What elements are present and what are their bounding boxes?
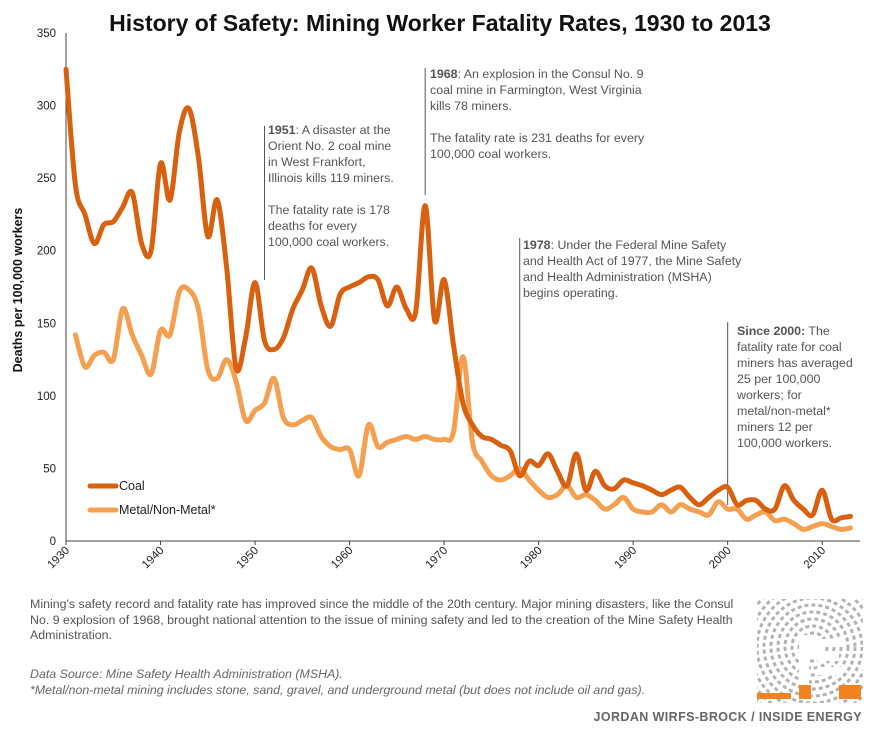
annotation-line-text: metal/non-metal* — [737, 404, 831, 418]
chart-plot: 0 50 100 150 200 250 300 350 1930 1940 1950 1960 197… — [11, 28, 860, 572]
annotation-line-text: kills 78 miners. — [430, 99, 512, 113]
logo-bar — [817, 667, 843, 675]
y-tick-label: 200 — [37, 246, 56, 258]
annotations: 1951: A disaster at the Orient No. 2 coal… — [264, 67, 853, 505]
data-source-text: Data Source: Mine Safety Health Administ… — [30, 667, 343, 681]
inside-energy-logo-icon — [757, 599, 863, 703]
series-lines — [63, 66, 853, 532]
x-tick-label: 1990 — [613, 545, 640, 572]
annotation-text: 1968: An explosion in the Consul No. 9 co… — [430, 67, 645, 161]
annotation-line-text: 100,000 coal workers. — [268, 235, 389, 249]
y-tick-label: 150 — [37, 318, 56, 330]
annotation-line-text: 1951: A disaster at the — [268, 123, 391, 137]
y-tick-label: 300 — [37, 101, 56, 113]
x-tick-label: 1940 — [140, 545, 167, 572]
annotation-line-text: Illinois kills 119 miners. — [268, 171, 394, 185]
logo-orange-block — [799, 685, 811, 699]
logo-bar — [817, 639, 843, 647]
annotation-line-text: fatality rate for coal — [737, 340, 842, 354]
x-tick-label: 1970 — [424, 545, 451, 572]
annotation-line-text: and Health Administration (MSHA) — [523, 270, 712, 284]
y-tick-label: 0 — [50, 536, 56, 548]
caption-text: Mining's safety record and fatality rate… — [30, 597, 734, 642]
annotation-line-text: 25 per 100,000 — [737, 372, 820, 386]
annotation-line-text: The fatality rate is 178 — [268, 203, 390, 217]
annotation-line-text: 1978: Under the Federal Mine Safety — [523, 238, 727, 252]
annotation-line-text: 100,000 coal workers. — [430, 147, 551, 161]
annotation-line-text: miners 12 per — [737, 420, 813, 434]
annotation-line-text: workers; for — [736, 388, 802, 402]
logo-bar — [817, 653, 839, 661]
annotation-line-text: in West Frankfort, — [268, 155, 366, 169]
annotation-line-text: and Health Act of 1977, the Mine Safety — [523, 254, 742, 268]
annotation-text: 1951: A disaster at the Orient No. 2 coal… — [268, 123, 394, 249]
y-tick-label: 350 — [37, 28, 56, 40]
metal-series-line — [73, 284, 853, 532]
annotation-line-text: 1968: An explosion in the Consul No. 9 — [430, 67, 644, 81]
chart-title: History of Safety: Mining Worker Fatalit… — [109, 10, 771, 36]
annotation-line-text: deaths for every — [268, 219, 358, 233]
x-tick-label: 1980 — [518, 545, 545, 572]
x-tick-label: 2000 — [707, 545, 734, 572]
legend-label: Coal — [119, 479, 145, 493]
logo-ring — [762, 599, 863, 698]
legend-label: Metal/Non-Metal* — [119, 503, 216, 517]
annotation-text: 1978: Under the Federal Mine Safety and H… — [523, 238, 742, 300]
x-tick-label: 1960 — [329, 545, 356, 572]
y-tick-label: 100 — [37, 391, 56, 403]
x-tick-label: 2010 — [802, 545, 829, 572]
footnote-text: *Metal/non-metal mining includes stone, … — [30, 683, 646, 697]
annotation-text: Since 2000: The fatality rate for coal min… — [736, 324, 853, 450]
annotation-line-text: The fatality rate is 231 deaths for ever… — [430, 131, 645, 145]
y-axis-label: Deaths per 100,000 workers — [11, 208, 25, 373]
annotation-line-text: 100,000 workers. — [737, 436, 832, 450]
annotation-line-text: begins operating. — [523, 286, 618, 300]
y-tick-label: 250 — [37, 173, 56, 185]
logo-orange-block — [839, 685, 861, 699]
logo-orange-block — [757, 693, 791, 699]
annotation-line-text: coal mine in Farmington, West Virginia — [430, 83, 642, 97]
x-tick-label: 1950 — [235, 545, 262, 572]
legend: Coal Metal/Non-Metal* — [87, 479, 216, 517]
logo-ring — [769, 603, 857, 691]
coal-series-line — [63, 66, 853, 524]
logo-ring — [776, 610, 850, 684]
y-tick-label: 50 — [43, 463, 56, 475]
annotation-line-text: miners has averaged — [737, 356, 853, 370]
x-tick-label: 1930 — [46, 545, 73, 572]
annotation-line-text: Orient No. 2 coal mine — [268, 139, 391, 153]
logo-bar — [799, 635, 809, 685]
byline: JORDAN WIRFS-BROCK / INSIDE ENERGY — [593, 710, 862, 724]
annotation-line-text: Since 2000: The — [737, 324, 830, 338]
